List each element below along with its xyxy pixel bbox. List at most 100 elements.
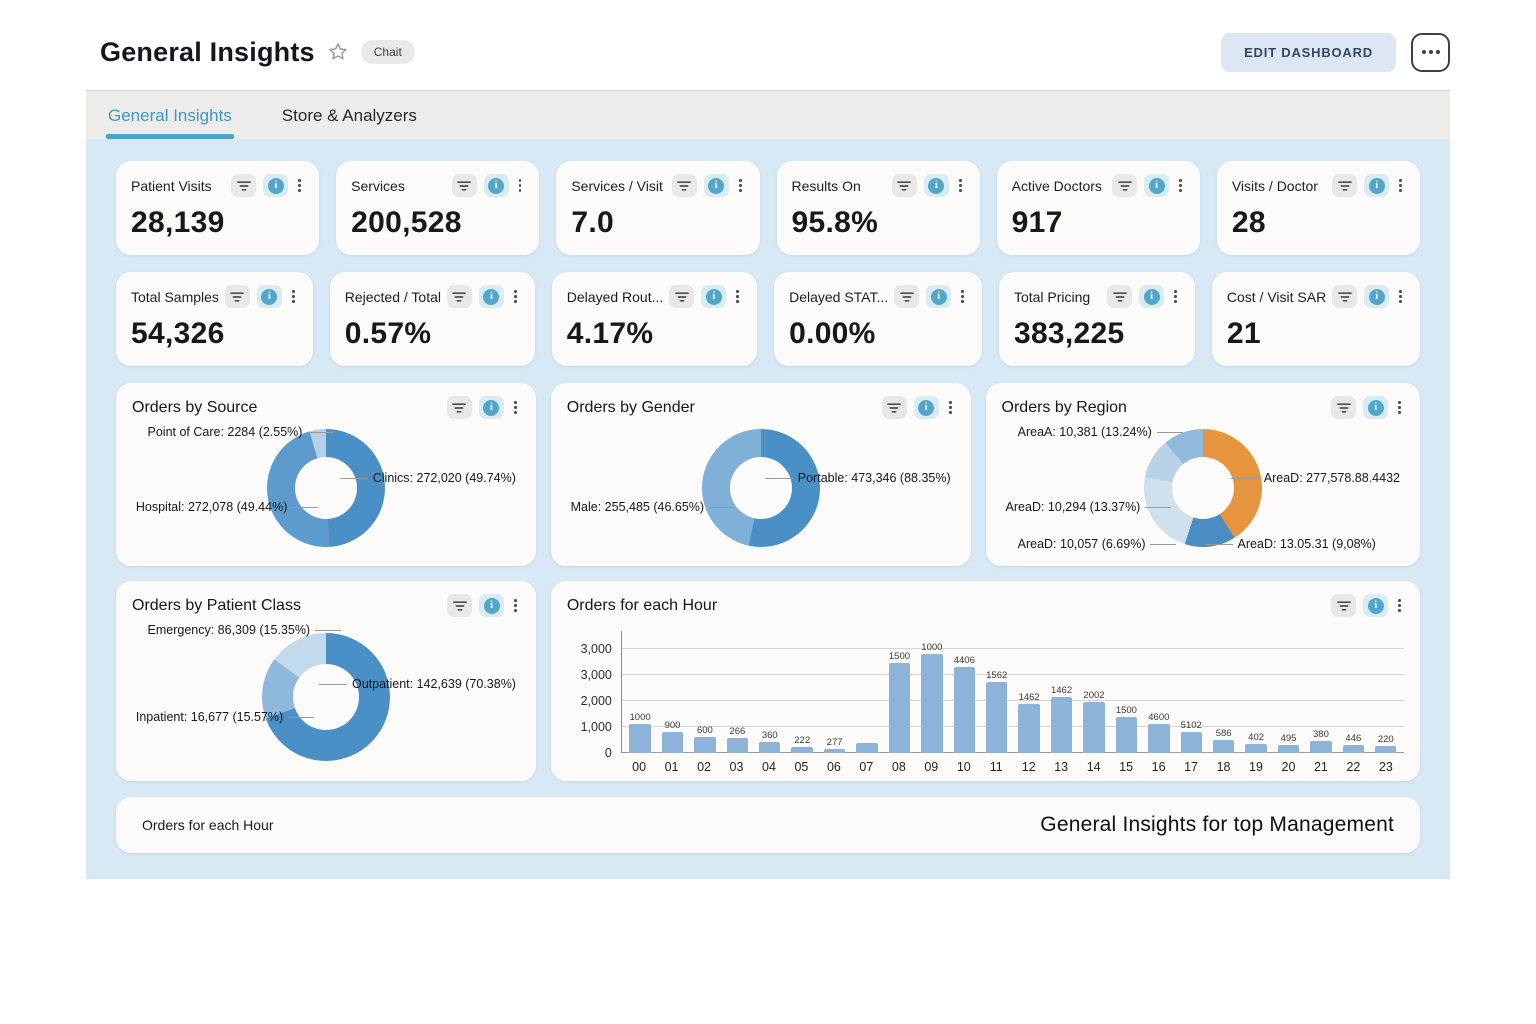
filter-icon[interactable] [669,285,695,308]
filter-icon[interactable] [446,285,472,308]
kpi-value: 4.17% [566,317,654,350]
info-icon[interactable]: i [701,285,727,308]
info-icon[interactable]: i [703,174,729,197]
info-icon[interactable]: i [913,396,939,419]
info-icon[interactable]: i [256,285,282,308]
filter-icon[interactable] [451,174,477,197]
bar-hour-13: 1462 [1045,631,1077,753]
favorite-star-icon[interactable] [327,41,349,63]
filter-icon[interactable] [1331,396,1357,419]
kebab-menu-icon[interactable] [511,288,520,305]
filter-icon[interactable] [231,174,257,197]
filter-icon[interactable] [447,594,473,617]
info-icon[interactable]: i [478,396,504,419]
orders-by-gender-donut [701,429,820,547]
kpi-card-results-on: Results On i 95.8% [776,161,980,255]
kebab-menu-icon[interactable] [1396,177,1405,194]
slice-label-male: Male: 255,485 (46.65%) [570,500,736,515]
slice-label-aread: AreaD: 13.05.31 (9,08%) [1204,537,1376,551]
tab-store-analyzers[interactable]: Store & Analyzers [281,106,417,125]
info-icon[interactable]: i [926,285,952,308]
footer-left-label: Orders for each Hour [142,817,274,833]
kebab-menu-icon[interactable] [956,177,965,194]
filter-icon[interactable] [1107,285,1133,308]
filter-icon[interactable] [671,174,697,197]
y-axis-tick: 3,000 [580,668,612,682]
orders-by-patient-class-card: Orders by Patient Class i Outpatient: 14… [116,581,536,781]
more-options-button[interactable] [1411,32,1450,72]
info-icon[interactable]: i [478,285,504,308]
info-icon[interactable]: i [1144,174,1170,197]
filter-icon[interactable] [894,285,920,308]
slice-label-areaa: AreaA: 10,381 (13.24%) [1017,425,1183,439]
slice-label-aread: AreaD: 10,294 (13.37%) [1005,500,1172,515]
info-icon[interactable]: i [923,174,949,197]
bar-hour-05: 222 [786,631,818,753]
filter-icon[interactable] [1331,594,1357,617]
bar-hour-03: 266 [721,631,753,753]
x-axis-label: 15 [1119,760,1134,774]
kebab-menu-icon[interactable] [511,399,520,416]
bar-value-label: 586 [1215,728,1232,739]
kebab-menu-icon[interactable] [289,288,298,305]
x-axis-label: 17 [1184,760,1199,774]
filter-icon[interactable] [1112,174,1138,197]
kebab-menu-icon[interactable] [733,288,742,305]
x-axis-label: 00 [632,760,647,774]
kpi-card-total-pricing: Total Pricing i 383,225 [998,272,1195,366]
info-icon[interactable]: i [479,594,505,617]
footer-card: Orders for each Hour General Insights fo… [116,797,1420,853]
info-icon[interactable]: i [1363,396,1389,419]
edit-dashboard-button[interactable]: EDIT DASHBOARD [1221,32,1396,72]
x-axis-label: 11 [989,760,1003,774]
status-badge: Chait [360,40,415,64]
chart-title: Orders for each Hour [566,596,718,614]
kpi-value: 54,326 [131,317,225,350]
kebab-menu-icon[interactable] [1395,399,1404,416]
bar-hour-21: 380 [1305,631,1337,753]
info-icon[interactable]: i [263,174,289,197]
info-icon[interactable]: i [1363,594,1389,617]
info-icon[interactable]: i [1139,285,1165,308]
chart-title: Orders by Patient Class [132,596,301,614]
bar-value-label: 402 [1248,732,1265,744]
tab-general-insights[interactable]: General Insights [106,91,234,139]
bar-value-label: 600 [696,724,713,736]
kpi-label: Services [351,177,405,194]
info-icon[interactable]: i [1364,174,1390,197]
orders-for-each-hour-card: Orders for each Hour i 0 1,000 2,000 3,000 3… [550,581,1420,781]
kpi-value: 383,225 [1013,317,1125,350]
bar-value-label: 277 [826,736,843,748]
bar-value-label: 5102 [1180,720,1202,732]
info-icon[interactable]: i [1364,285,1390,308]
x-axis-label: 16 [1151,760,1166,774]
filter-icon[interactable] [446,396,472,419]
filter-icon[interactable] [224,285,250,308]
kebab-menu-icon[interactable] [958,288,967,305]
kpi-card-delayed-stat: Delayed STAT... i 0.00% [774,272,982,366]
kebab-menu-icon[interactable] [1176,177,1185,194]
bar-hour-22: 446 [1337,631,1369,753]
kebab-menu-icon[interactable] [1171,288,1180,305]
y-axis-tick: 1,000 [580,720,612,734]
kpi-label: Visits / Doctor [1231,177,1318,194]
kpi-row-2: Total Samples i 54,326 Rejected / Total i… [116,272,1420,366]
kebab-menu-icon[interactable] [946,399,955,416]
kebab-menu-icon[interactable] [516,177,525,194]
kebab-menu-icon[interactable] [736,177,745,194]
info-icon[interactable]: i [483,174,509,197]
kebab-menu-icon[interactable] [511,597,520,614]
bar-hour-14: 2002 [1078,631,1110,753]
kebab-menu-icon[interactable] [295,177,304,194]
chart-title: Orders by Source [132,398,258,416]
kpi-value: 28,139 [131,206,225,239]
filter-icon[interactable] [1332,174,1358,197]
filter-icon[interactable] [891,174,917,197]
bar-hour-06: 277 [818,631,850,753]
kebab-menu-icon[interactable] [1395,597,1404,614]
bar-value-label: 1000 [629,712,651,724]
filter-icon[interactable] [881,396,907,419]
bar-hour-10: 4406 [948,631,980,753]
kebab-menu-icon[interactable] [1396,288,1405,305]
filter-icon[interactable] [1332,285,1358,308]
